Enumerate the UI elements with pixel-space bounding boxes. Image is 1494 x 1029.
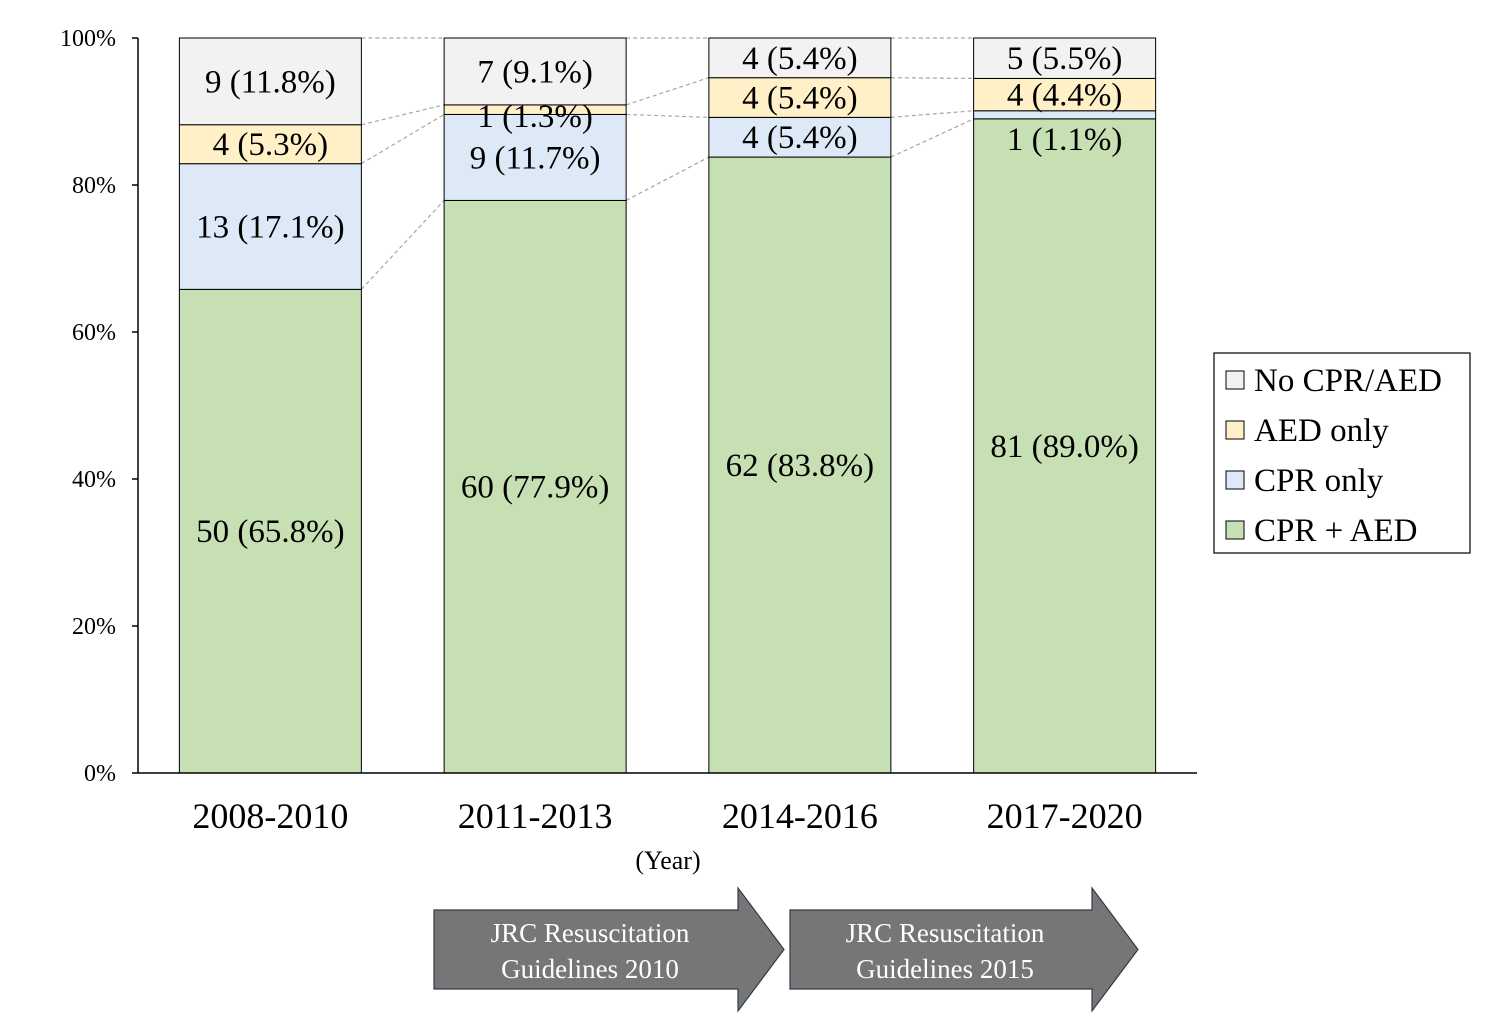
legend-swatch-no-cpr-aed	[1225, 370, 1245, 390]
x-tick-label: 2008-2010	[192, 796, 348, 836]
legend: No CPR/AED AED only CPR only CPR + AED	[1213, 352, 1471, 554]
guideline-arrow-1	[433, 886, 785, 1013]
bar-segment-cpr-aed-2008-2010	[178, 288, 362, 774]
bar-segment-cpr-only-2014-2016	[708, 116, 892, 158]
bar-segment-no-cpr-aed-2008-2010	[178, 37, 362, 126]
axes-group: 0% 20% 40% 60% 80% 100% 2008-2010 2011-2013 2014…	[60, 26, 1197, 836]
guideline-arrow-text-line2: Guidelines 2010	[501, 954, 679, 984]
bar-segment-no-cpr-aed-2017-2020	[973, 37, 1157, 79]
data-label-cpr-only-2017-2020: 1 (1.1%)	[1007, 122, 1122, 158]
data-label-cpr-only-2014-2016: 4 (5.4%)	[742, 120, 857, 156]
y-tick-label: 60%	[72, 320, 116, 346]
bars-group: 50 (65.8%) 13 (17.1%) 4 (5.3%) 9 (11.8%) 60 …	[178, 37, 1157, 774]
y-tick-label: 80%	[72, 173, 116, 199]
data-label-aed-only-2017-2020: 4 (4.4%)	[1007, 78, 1122, 114]
x-tick-label: 2017-2020	[987, 796, 1143, 836]
connector-line-cpr-only-0	[361, 113, 445, 165]
connector-line-cpr-aed-2	[890, 118, 974, 158]
y-tick-label: 40%	[72, 467, 116, 493]
data-label-cpr-only-2008-2010: 13 (17.1%)	[196, 210, 344, 246]
guideline-arrows: JRC Resuscitation Guidelines 2010 JRC Resu…	[433, 886, 1139, 1013]
bar-segment-aed-only-2017-2020	[973, 77, 1157, 112]
data-label-cpr-aed-2011-2013: 60 (77.9%)	[461, 470, 609, 506]
connector-lines	[360, 37, 974, 290]
legend-label-no-cpr-aed: No CPR/AED	[1254, 363, 1442, 399]
legend-label-cpr-aed: CPR + AED	[1254, 513, 1418, 549]
legend-swatch-aed-only	[1225, 420, 1245, 440]
legend-swatch-cpr-aed	[1225, 520, 1245, 540]
x-tick-label: 2011-2013	[458, 796, 613, 836]
data-label-cpr-only-2011-2013: 9 (11.7%)	[470, 140, 601, 176]
legend-label-aed-only: AED only	[1254, 413, 1389, 449]
legend-box	[1213, 352, 1471, 554]
connector-line-cpr-aed-0	[360, 200, 445, 290]
y-tick-label: 20%	[72, 614, 116, 640]
connector-line-aed-only-2	[890, 77, 974, 80]
guideline-arrow-text-line1: JRC Resuscitation	[846, 918, 1045, 948]
y-tick-label: 100%	[60, 26, 116, 52]
x-tick-label: 2014-2016	[722, 796, 878, 836]
x-axis-label: (Year)	[635, 846, 700, 875]
bar-segment-aed-only-2014-2016	[708, 77, 892, 118]
connector-line-aed-only-0	[361, 104, 445, 126]
legend-swatch-cpr-only	[1225, 470, 1245, 490]
data-label-cpr-aed-2008-2010: 50 (65.8%)	[196, 514, 344, 550]
connector-line-cpr-only-2	[890, 110, 974, 118]
data-label-aed-only-2008-2010: 4 (5.3%)	[213, 127, 328, 163]
connector-line-aed-only-1	[625, 77, 710, 106]
connector-line-cpr-only-1	[626, 113, 709, 118]
bar-segment-aed-only-2008-2010	[178, 124, 362, 165]
data-label-no-cpr-aed-2008-2010: 9 (11.8%)	[205, 64, 336, 100]
guideline-arrow-text-line1: JRC Resuscitation	[491, 918, 690, 948]
bar-segment-cpr-only-2011-2013	[443, 113, 627, 201]
connector-line-cpr-aed-1	[625, 156, 710, 201]
data-label-no-cpr-aed-2017-2020: 5 (5.5%)	[1007, 41, 1122, 77]
y-tick-label: 0%	[84, 761, 116, 787]
data-label-no-cpr-aed-2014-2016: 4 (5.4%)	[742, 41, 857, 77]
data-label-aed-only-2014-2016: 4 (5.4%)	[742, 81, 857, 117]
data-label-cpr-aed-2017-2020: 81 (89.0%)	[990, 429, 1138, 465]
bar-segment-cpr-aed-2014-2016	[708, 156, 892, 774]
bar-segment-no-cpr-aed-2014-2016	[708, 37, 892, 79]
bar-segment-no-cpr-aed-2011-2013	[443, 37, 627, 106]
bar-segment-cpr-aed-2011-2013	[443, 199, 627, 774]
bar-segment-cpr-aed-2017-2020	[973, 118, 1157, 774]
data-label-no-cpr-aed-2011-2013: 7 (9.1%)	[477, 54, 592, 90]
data-label-cpr-aed-2014-2016: 62 (83.8%)	[726, 448, 874, 484]
legend-label-cpr-only: CPR only	[1254, 463, 1384, 499]
guideline-arrow-text-line2: Guidelines 2015	[856, 954, 1034, 984]
guideline-arrow-2	[789, 886, 1139, 1013]
